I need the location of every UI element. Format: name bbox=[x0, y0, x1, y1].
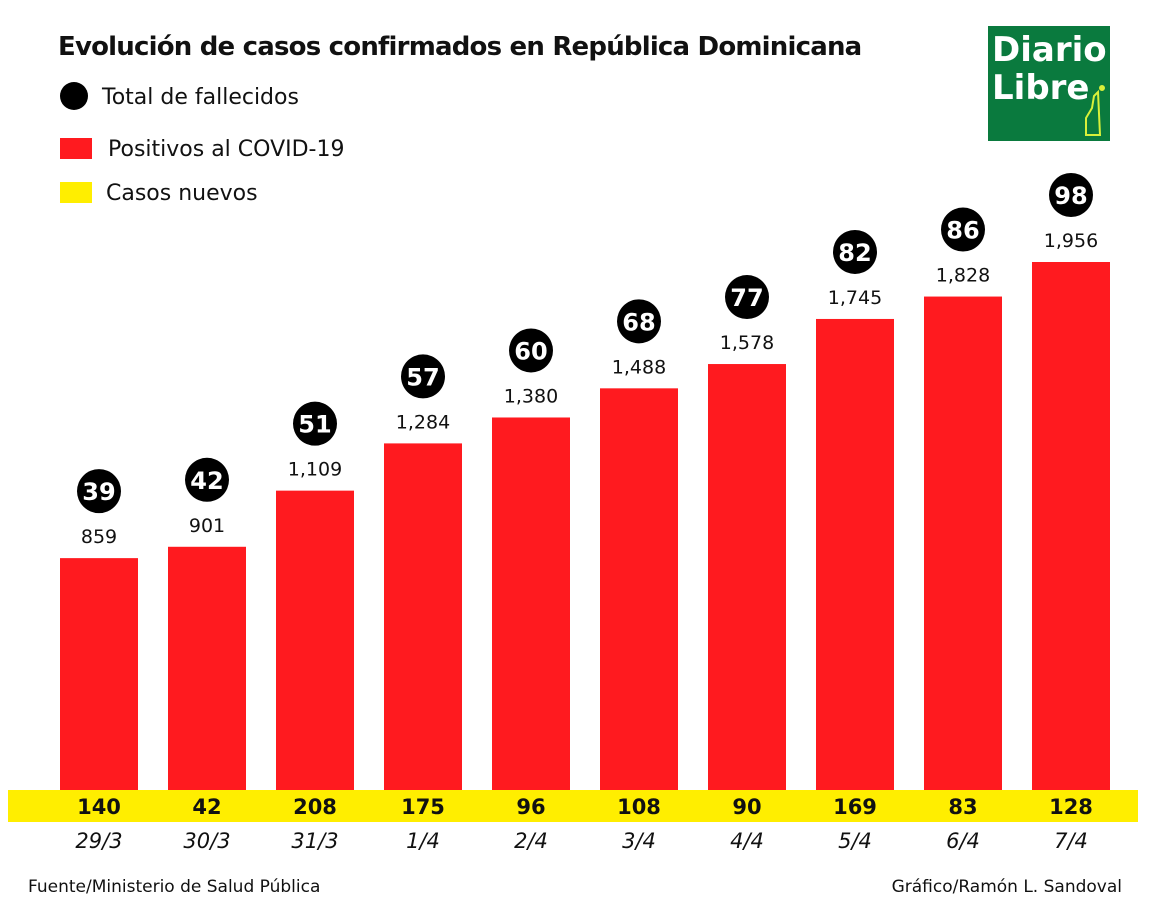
bar-positives bbox=[492, 417, 570, 790]
legend-label-deaths: Total de fallecidos bbox=[101, 85, 299, 110]
bar-positives bbox=[924, 296, 1002, 790]
logo-text-line2: Libre bbox=[992, 68, 1089, 108]
bar-value-label: 901 bbox=[189, 515, 225, 537]
legend-marker-deaths bbox=[60, 82, 88, 110]
deaths-value-label: 68 bbox=[622, 308, 655, 336]
x-tick-label: 4/4 bbox=[730, 829, 764, 853]
deaths-marker bbox=[833, 229, 877, 274]
deaths-value-label: 98 bbox=[1054, 182, 1087, 210]
bar-positives bbox=[276, 490, 354, 790]
bar-positives bbox=[60, 558, 138, 790]
x-tick-label: 29/3 bbox=[75, 829, 122, 853]
x-tick-label: 30/3 bbox=[183, 829, 230, 853]
x-tick-label: 31/3 bbox=[291, 829, 338, 853]
new-cases-label: 83 bbox=[948, 795, 977, 819]
deaths-marker bbox=[509, 328, 553, 373]
x-tick-label: 1/4 bbox=[406, 829, 440, 853]
bar-positives bbox=[384, 443, 462, 790]
bar-value-label: 1,828 bbox=[936, 265, 990, 287]
logo: Diario Libre bbox=[988, 26, 1110, 141]
deaths-marker bbox=[1049, 173, 1093, 217]
bar-positives bbox=[600, 388, 678, 790]
deaths-marker bbox=[77, 469, 121, 514]
deaths-value-label: 77 bbox=[730, 284, 763, 312]
deaths-marker bbox=[185, 457, 229, 502]
new-cases-label: 128 bbox=[1049, 795, 1093, 819]
bar-positives bbox=[708, 364, 786, 790]
x-tick-label: 6/4 bbox=[946, 829, 980, 853]
new-cases-label: 140 bbox=[77, 795, 121, 819]
bar-positives bbox=[1032, 262, 1110, 790]
bar-value-label: 1,956 bbox=[1044, 230, 1098, 252]
x-tick-label: 5/4 bbox=[838, 829, 872, 853]
deaths-value-label: 60 bbox=[514, 337, 547, 365]
bar-value-label: 1,745 bbox=[828, 287, 882, 309]
legend-label-new-cases: Casos nuevos bbox=[106, 181, 258, 206]
bar-positives bbox=[816, 318, 894, 790]
deaths-marker bbox=[617, 299, 661, 344]
new-cases-label: 90 bbox=[732, 795, 761, 819]
bar-value-label: 1,488 bbox=[612, 356, 666, 378]
bar-value-label: 1,380 bbox=[504, 385, 558, 407]
deaths-value-label: 39 bbox=[82, 478, 115, 506]
bar-positives bbox=[168, 546, 246, 790]
new-cases-label: 208 bbox=[293, 795, 337, 819]
x-tick-label: 2/4 bbox=[514, 829, 548, 853]
new-cases-band bbox=[8, 790, 1138, 822]
deaths-value-label: 51 bbox=[298, 411, 331, 439]
deaths-marker bbox=[725, 275, 769, 320]
logo-text-line1: Diario bbox=[992, 30, 1107, 70]
deaths-marker bbox=[401, 354, 445, 399]
legend-marker-new-cases bbox=[60, 182, 92, 203]
legend-label-positives: Positivos al COVID-19 bbox=[108, 137, 344, 162]
bar-value-label: 859 bbox=[81, 526, 117, 548]
new-cases-label: 42 bbox=[192, 795, 221, 819]
deaths-value-label: 82 bbox=[838, 239, 871, 267]
deaths-marker bbox=[293, 401, 337, 446]
new-cases-label: 175 bbox=[401, 795, 445, 819]
credit-note: Gráfico/Ramón L. Sandoval bbox=[892, 877, 1122, 897]
chart-title: Evolución de casos confirmados en Repúbl… bbox=[58, 32, 861, 62]
deaths-value-label: 57 bbox=[406, 363, 439, 391]
deaths-value-label: 86 bbox=[946, 217, 979, 245]
deaths-marker bbox=[941, 207, 985, 252]
logo-background bbox=[988, 26, 1110, 141]
bar-value-label: 1,578 bbox=[720, 332, 774, 354]
new-cases-label: 96 bbox=[516, 795, 545, 819]
source-note: Fuente/Ministerio de Salud Pública bbox=[28, 877, 320, 897]
statue-icon bbox=[1085, 85, 1105, 136]
legend-marker-positives bbox=[60, 138, 92, 159]
deaths-value-label: 42 bbox=[190, 467, 223, 495]
x-tick-label: 3/4 bbox=[622, 829, 656, 853]
x-tick-label: 7/4 bbox=[1054, 829, 1088, 853]
legend: Total de fallecidos Positivos al COVID-1… bbox=[60, 82, 344, 206]
bar-value-label: 1,109 bbox=[288, 459, 342, 481]
bar-value-label: 1,284 bbox=[396, 411, 450, 433]
new-cases-label: 108 bbox=[617, 795, 661, 819]
new-cases-label: 169 bbox=[833, 795, 877, 819]
